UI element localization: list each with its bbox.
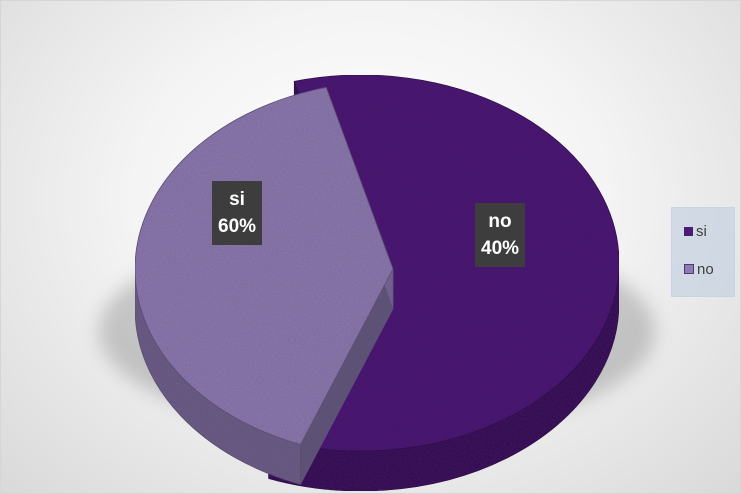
legend-label-si: si bbox=[696, 223, 707, 240]
data-label-si-category: si bbox=[229, 189, 245, 210]
data-label-no-percent: 40% bbox=[481, 238, 520, 259]
legend: si no bbox=[671, 207, 735, 297]
legend-swatch-si bbox=[684, 226, 693, 236]
data-label-si-percent: 60% bbox=[218, 216, 257, 237]
legend-label-no: no bbox=[697, 261, 714, 278]
data-label-no: no 40% bbox=[475, 203, 526, 267]
data-label-no-category: no bbox=[488, 211, 512, 232]
data-label-si: si 60% bbox=[212, 181, 263, 245]
legend-item-no: no bbox=[684, 261, 714, 279]
legend-swatch-no bbox=[684, 264, 694, 275]
legend-item-si: si bbox=[684, 223, 707, 241]
pie-slice-no-top bbox=[134, 86, 394, 445]
pie-slice-no bbox=[134, 86, 394, 485]
